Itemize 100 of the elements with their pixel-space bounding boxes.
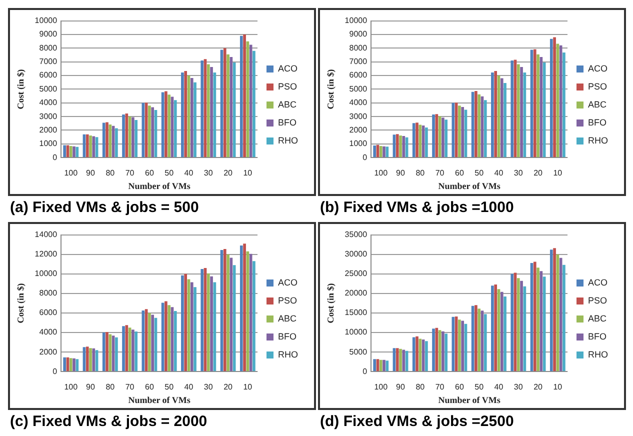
y-tick-label: 8000 (39, 288, 58, 298)
bar (148, 312, 151, 372)
y-tick-label: 8000 (349, 43, 368, 52)
y-tick-label: 15000 (344, 308, 368, 318)
bar (533, 262, 536, 372)
text: (b) Fixed VMs & jobs =1000 (320, 199, 515, 216)
bar (206, 64, 210, 158)
bar (89, 348, 92, 372)
bar (500, 292, 504, 372)
bar (63, 145, 66, 158)
bar (132, 117, 134, 158)
bar (151, 314, 154, 372)
bar (184, 274, 188, 372)
bar (494, 284, 498, 372)
bar (379, 360, 382, 372)
x-tick-label: 60 (144, 382, 154, 392)
y-tick-label: 3000 (349, 112, 368, 121)
x-tick-label: 30 (204, 382, 214, 392)
bar (382, 360, 386, 372)
bar (243, 34, 246, 158)
bar (435, 114, 438, 158)
y-tick-label: 2000 (39, 347, 58, 356)
bar (181, 275, 184, 372)
y-axis-title: Cost (in $) (16, 69, 26, 110)
bar (148, 106, 151, 158)
bar (174, 311, 177, 372)
y-axis-title: Cost (in $) (326, 283, 336, 324)
bar (92, 136, 96, 158)
x-tick-label: 100 (374, 382, 388, 392)
bar (106, 122, 108, 158)
bar (134, 332, 138, 372)
x-tick-label: 70 (435, 168, 445, 178)
x-tick-label: 90 (396, 168, 406, 178)
bar (373, 146, 376, 158)
x-axis-title: Number of VMs (128, 394, 191, 405)
bar (504, 296, 506, 372)
bar (86, 134, 89, 158)
bar (478, 308, 481, 372)
bar (194, 82, 196, 158)
x-tick-label: 40 (184, 168, 194, 178)
x-tick-label: 20 (224, 382, 234, 392)
legend-label: PSO (588, 81, 608, 92)
x-tick-label: 80 (106, 168, 116, 178)
bar (474, 305, 478, 372)
y-tick-label: 4000 (39, 98, 58, 108)
y-tick-label: 5000 (349, 84, 368, 94)
x-tick-label: 20 (534, 382, 544, 392)
bar (190, 282, 194, 372)
bar (504, 83, 506, 158)
bar (425, 128, 428, 158)
legend-label: RHO (278, 349, 298, 360)
x-axis-title: Number of VMs (438, 180, 501, 191)
bar (115, 337, 118, 372)
bar (399, 135, 402, 158)
legend-label: ABC (588, 99, 608, 110)
bar (223, 248, 226, 372)
bar (226, 54, 230, 158)
y-tick-label: 8000 (39, 43, 58, 52)
bar (200, 269, 204, 372)
bar (402, 136, 406, 158)
bar (132, 330, 134, 372)
bar (474, 90, 478, 158)
legend-label: ABC (278, 99, 298, 110)
bar (461, 106, 464, 158)
bar (226, 254, 230, 372)
bar (550, 38, 553, 158)
bar (396, 134, 399, 158)
bar (520, 280, 523, 372)
bar (174, 100, 177, 158)
y-tick-label: 9000 (349, 30, 368, 39)
y-tick-label: 12000 (34, 250, 58, 259)
bar (108, 334, 112, 372)
text: (c) Fixed VMs & jobs = 2000 (10, 413, 208, 430)
y-axis-title: Cost (in $) (326, 69, 336, 110)
bar (402, 350, 406, 372)
bar (442, 331, 444, 372)
text: (a) Fixed VMs & jobs = 500 (10, 199, 200, 216)
y-tick-label: 0 (362, 152, 368, 162)
bar (562, 52, 566, 158)
bar (164, 91, 168, 158)
y-tick-label: 1000 (349, 139, 368, 148)
x-tick-label: 90 (396, 382, 406, 392)
bar (510, 274, 514, 372)
y-tick-label: 9000 (39, 30, 58, 39)
bar (122, 326, 125, 372)
legend-label: RHO (278, 135, 298, 146)
y-tick-label: 4000 (349, 98, 368, 108)
bar (168, 94, 171, 158)
y-tick-label: 5000 (39, 84, 58, 94)
legend-label: ACO (278, 277, 298, 288)
bar (452, 102, 455, 158)
bar (108, 124, 112, 158)
bar (382, 146, 386, 158)
bar (142, 310, 145, 372)
bar (416, 336, 418, 372)
bar (484, 100, 487, 158)
bar (516, 278, 520, 372)
bar (461, 320, 464, 372)
y-tick-label: 10000 (34, 269, 58, 278)
bar (89, 135, 92, 158)
